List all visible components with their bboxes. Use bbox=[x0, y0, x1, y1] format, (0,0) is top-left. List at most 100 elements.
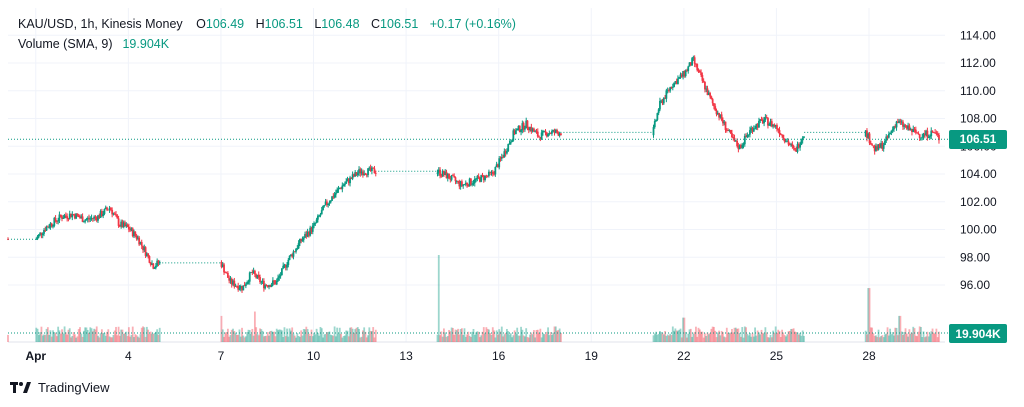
volume-bar bbox=[788, 330, 791, 342]
volume-bar bbox=[522, 335, 525, 342]
volume-bar bbox=[122, 333, 125, 342]
volume-bar bbox=[309, 335, 312, 342]
volume-bar bbox=[446, 335, 449, 342]
volume-bar bbox=[732, 332, 735, 342]
volume-bar bbox=[734, 327, 737, 342]
volume-bar bbox=[148, 333, 151, 342]
volume-bar bbox=[441, 336, 444, 342]
chart-grid bbox=[8, 8, 945, 343]
candle-body bbox=[724, 121, 727, 130]
candle-body bbox=[707, 93, 710, 96]
volume-bar bbox=[869, 327, 872, 342]
brand-name: TradingView bbox=[38, 380, 110, 395]
volume-bar bbox=[157, 334, 160, 342]
volume-bar bbox=[930, 331, 933, 342]
x-tick-label: Apr bbox=[25, 349, 46, 363]
candle-body bbox=[53, 217, 56, 226]
candle-body bbox=[325, 201, 328, 205]
candle-body bbox=[293, 251, 296, 253]
candle-body bbox=[149, 262, 152, 265]
candle-body bbox=[136, 237, 139, 239]
candle-body bbox=[488, 171, 490, 176]
candle-body bbox=[659, 100, 661, 110]
candle-body bbox=[84, 220, 87, 222]
volume-bar bbox=[369, 330, 372, 342]
volume-label[interactable]: Volume (SMA, 9) bbox=[18, 37, 113, 51]
candle-body bbox=[738, 145, 741, 150]
volume-bar bbox=[223, 336, 225, 342]
candle-body bbox=[786, 141, 789, 143]
volume-bar bbox=[470, 336, 472, 342]
candle-body bbox=[107, 209, 110, 211]
candle-body bbox=[449, 178, 452, 180]
candle-body bbox=[803, 136, 805, 138]
volume-bar bbox=[917, 331, 920, 342]
volume-bar bbox=[553, 326, 556, 342]
candle-body bbox=[551, 131, 553, 134]
volume-bar bbox=[653, 333, 656, 342]
volume-bar bbox=[893, 335, 895, 342]
candle-body bbox=[516, 128, 519, 131]
volume-bar bbox=[270, 330, 273, 342]
candle-body bbox=[298, 238, 301, 244]
volume-bar bbox=[673, 330, 675, 342]
volume-bar bbox=[364, 331, 367, 342]
candle-body bbox=[59, 214, 62, 217]
volume-bar bbox=[329, 334, 332, 342]
candle-body bbox=[725, 129, 728, 131]
tradingview-logo[interactable]: TradingView bbox=[10, 380, 110, 395]
candle-body bbox=[158, 261, 161, 264]
symbol-title[interactable]: KAU/USD, 1h, Kinesis Money bbox=[18, 17, 183, 31]
volume-bar bbox=[891, 332, 894, 342]
candle-body bbox=[770, 121, 773, 127]
volume-bar bbox=[482, 327, 485, 342]
candle-body bbox=[441, 170, 444, 176]
candle-body bbox=[323, 205, 326, 207]
candle-body bbox=[57, 220, 60, 222]
candle-body bbox=[674, 81, 677, 83]
candle-body bbox=[518, 125, 521, 132]
volume-bar bbox=[747, 335, 750, 342]
candle-body bbox=[927, 137, 930, 139]
candle-body bbox=[88, 217, 90, 220]
volume-bar bbox=[373, 337, 376, 342]
candle-body bbox=[515, 130, 517, 134]
volume-bar bbox=[718, 330, 720, 342]
volume-bar bbox=[462, 334, 465, 342]
candle-body bbox=[482, 175, 485, 180]
volume-bar bbox=[731, 328, 733, 342]
volume-bar bbox=[450, 327, 453, 342]
candle-body bbox=[97, 215, 99, 221]
candle-body bbox=[742, 144, 745, 146]
candle-body bbox=[872, 145, 875, 147]
volume-bar bbox=[934, 333, 937, 342]
candle-body bbox=[493, 173, 495, 175]
candle-body bbox=[702, 80, 705, 82]
volume-bar bbox=[797, 334, 800, 342]
candle-body bbox=[882, 144, 885, 149]
volume-bar bbox=[52, 330, 54, 342]
volume-bar bbox=[489, 333, 492, 342]
volume-bar bbox=[301, 335, 304, 342]
candle-body bbox=[306, 232, 309, 237]
volume-bar bbox=[247, 329, 250, 342]
volume-bar bbox=[535, 330, 538, 342]
volume-bar bbox=[124, 333, 126, 342]
candle-body bbox=[79, 217, 81, 218]
candle-body bbox=[459, 181, 462, 187]
volume-bar bbox=[479, 337, 481, 342]
candle-body bbox=[777, 129, 780, 131]
volume-bar bbox=[251, 328, 254, 342]
candle-body bbox=[560, 133, 562, 136]
candle-body bbox=[241, 285, 243, 291]
candle-body bbox=[893, 126, 895, 130]
candle-body bbox=[151, 263, 153, 265]
volume-bar bbox=[325, 332, 328, 342]
volume-bar bbox=[466, 334, 468, 342]
volume-bar bbox=[73, 334, 76, 342]
volume-bar bbox=[751, 333, 754, 342]
candle-body bbox=[668, 90, 670, 92]
candle-body bbox=[656, 113, 659, 120]
volume-bar bbox=[767, 337, 769, 342]
